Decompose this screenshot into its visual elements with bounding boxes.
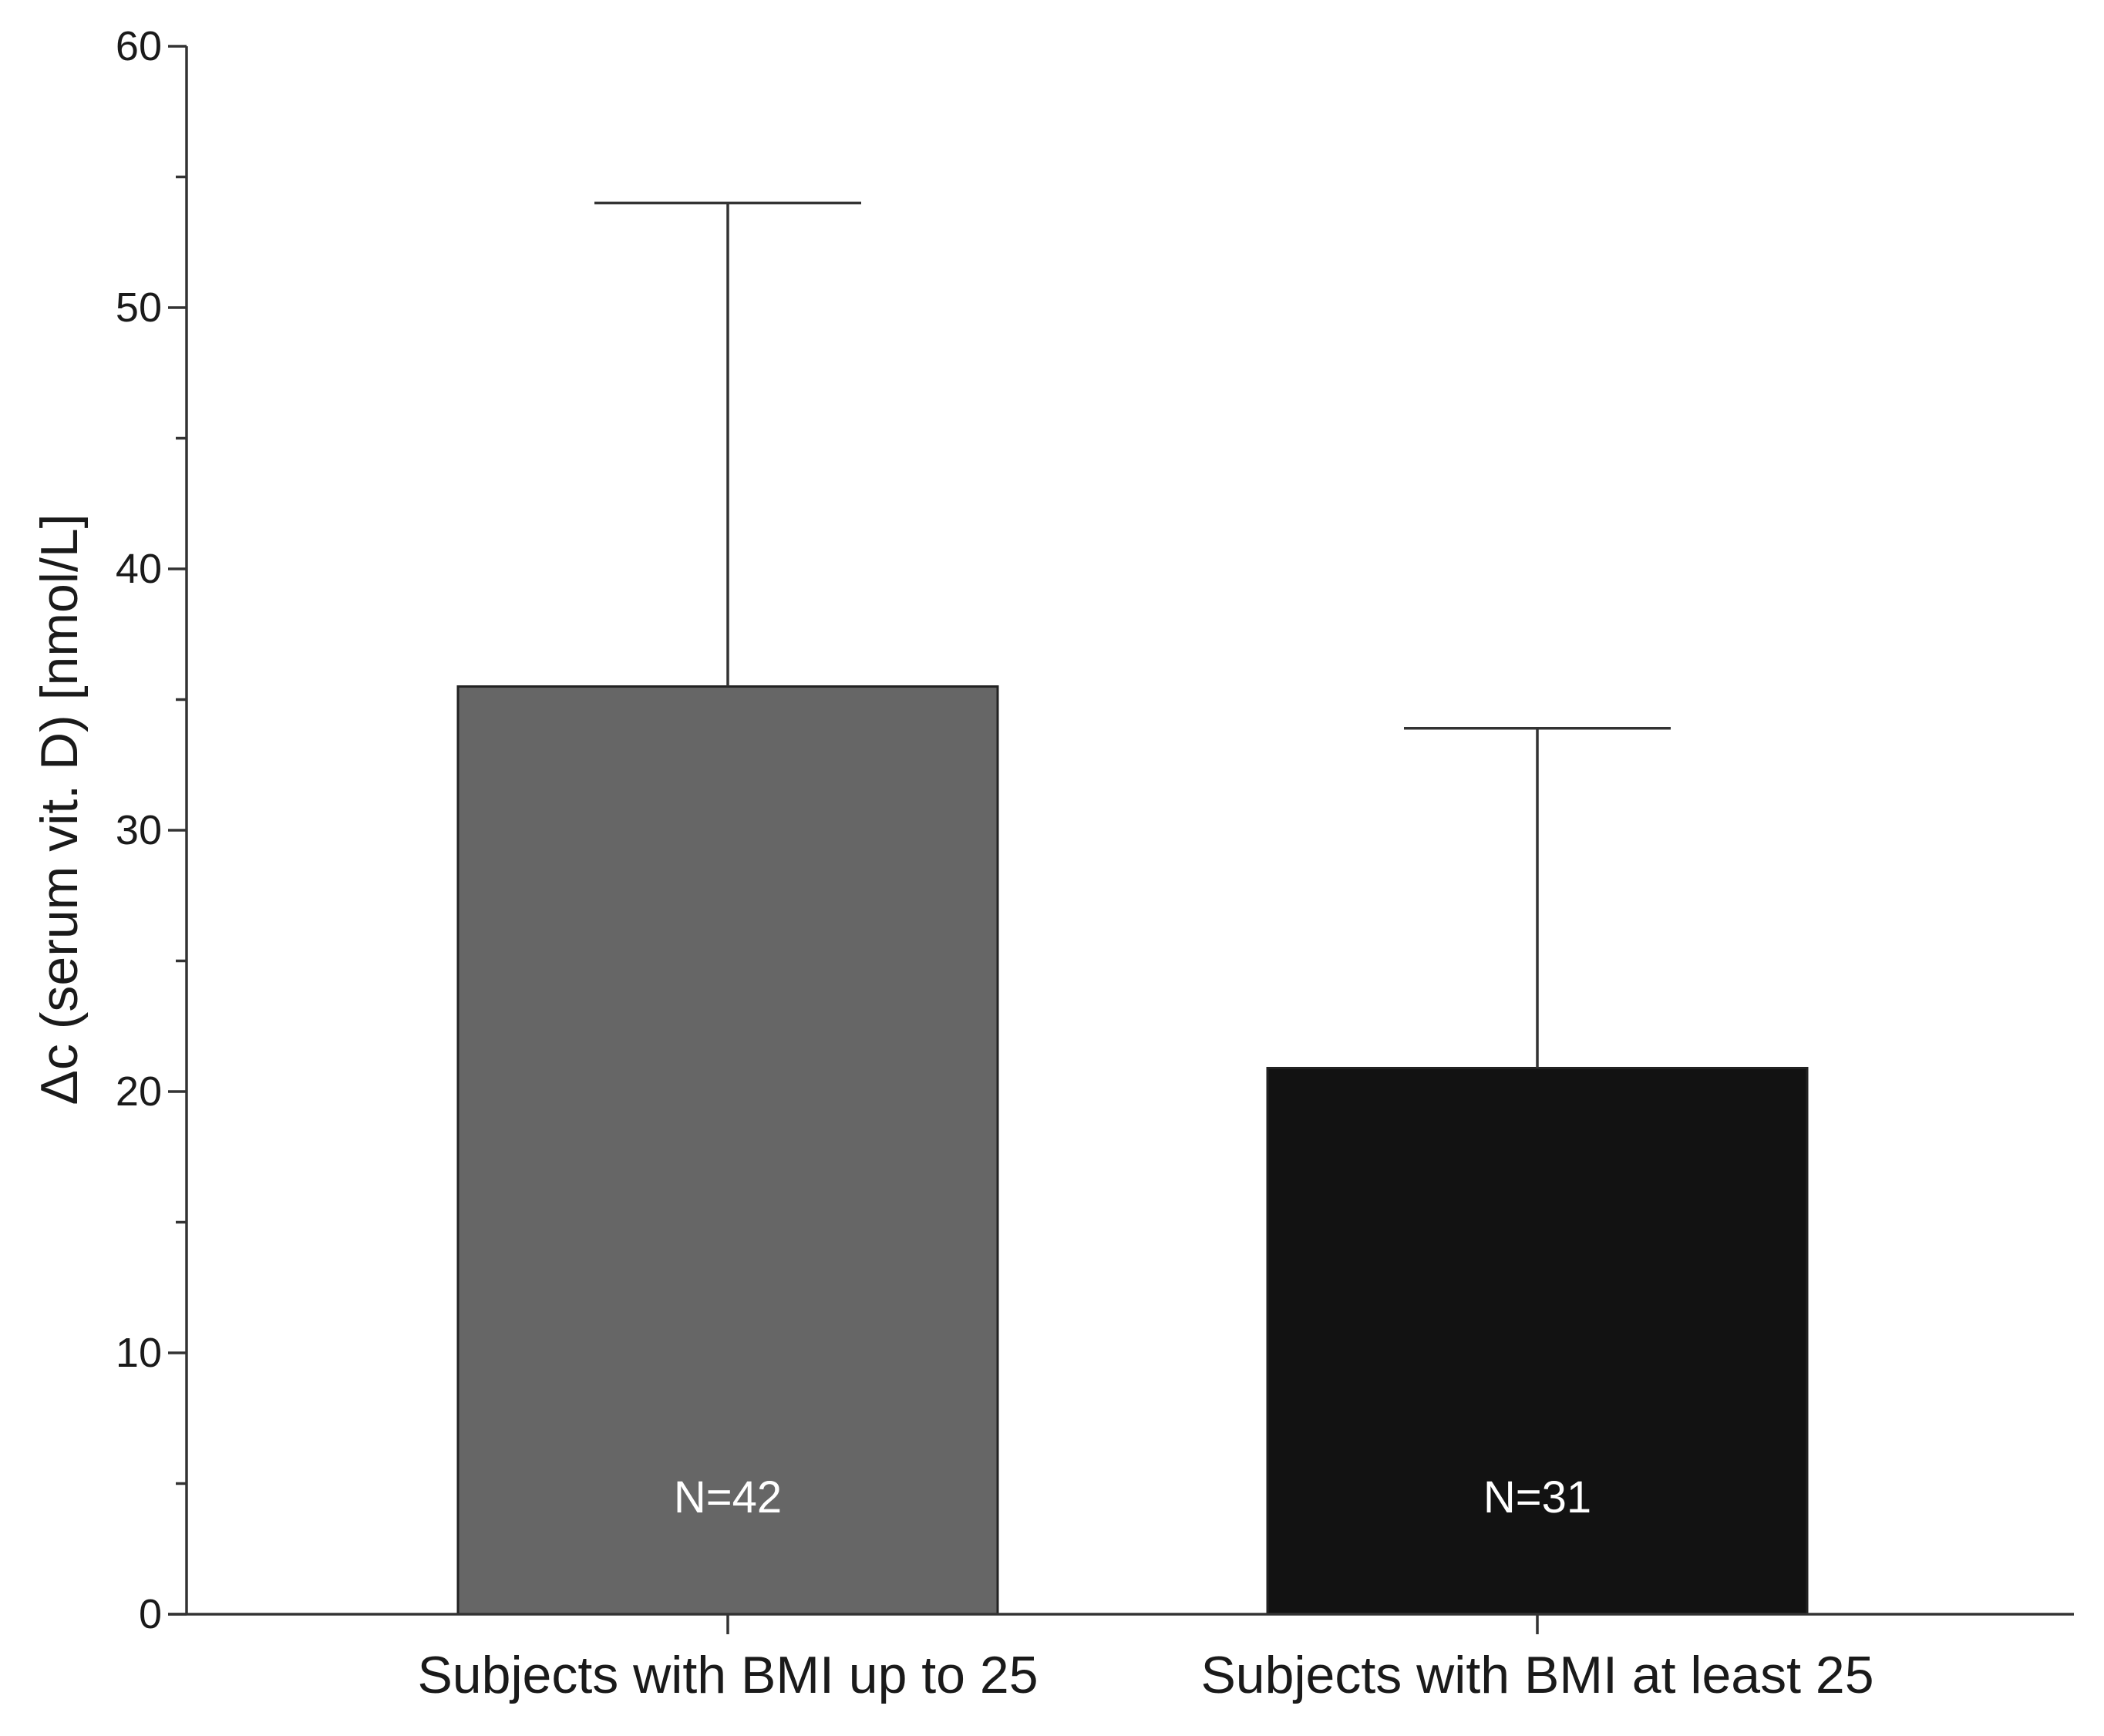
bar-data-label: N=42 bbox=[674, 1472, 782, 1522]
x-tick-label: Subjects with BMI up to 25 bbox=[417, 1646, 1038, 1704]
y-tick-label: 20 bbox=[116, 1068, 162, 1115]
y-tick-label: 30 bbox=[116, 807, 162, 853]
plot-area: 0 10 20 30 40 50 60 Subjects with BMI up to 25 S… bbox=[116, 23, 2074, 1704]
y-tick-label: 50 bbox=[116, 284, 162, 331]
bar-1 bbox=[456, 685, 999, 1616]
y-tick-label: 10 bbox=[116, 1330, 162, 1376]
y-tick-label: 60 bbox=[116, 23, 162, 69]
x-tick-label: Subjects with BMI at least 25 bbox=[1200, 1646, 1873, 1704]
bar-2 bbox=[1266, 1066, 1809, 1616]
bar-data-label: N=31 bbox=[1483, 1472, 1591, 1522]
y-axis-title: Δc (serum vit. D) [nmol/L] bbox=[30, 513, 89, 1105]
y-tick-label: 0 bbox=[139, 1591, 162, 1637]
y-tick-label: 40 bbox=[116, 546, 162, 592]
